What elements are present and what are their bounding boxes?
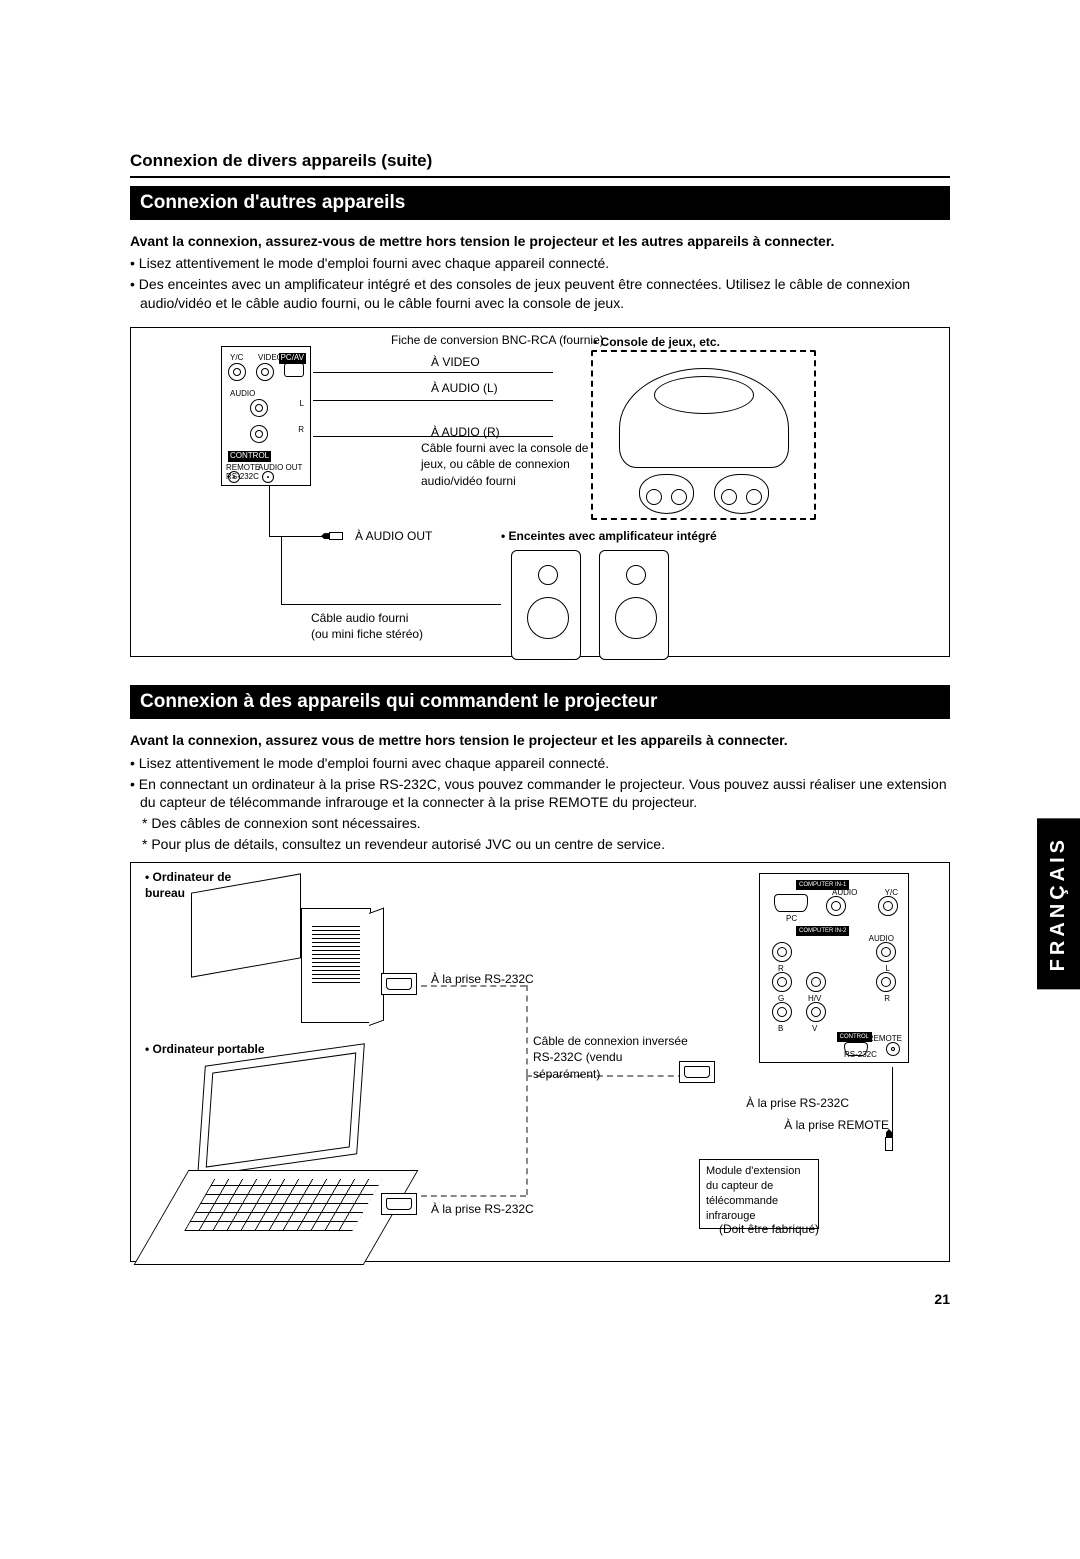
speakers-label: • Enceintes avec amplificateur intégré <box>501 528 717 544</box>
label-to-audio-r: À AUDIO (R) <box>431 424 500 440</box>
port-label: CONTROL <box>837 1032 872 1042</box>
dsub-connector-icon <box>381 1193 417 1215</box>
dsub-connector-icon <box>381 973 417 995</box>
rs232c-label: À la prise RS-232C <box>431 1201 534 1217</box>
diagram-control-devices: • Ordinateur de bureau À la prise RS-232… <box>130 862 950 1262</box>
projector-panel: Y/C VIDEO PC/AV AUDIO L R CONTROL REMOTE… <box>221 346 311 486</box>
cable-note: Câble fourni avec la console de jeux, ou… <box>421 440 601 489</box>
port-icon <box>806 972 826 992</box>
page: Connexion de divers appareils (suite) Co… <box>130 150 950 1309</box>
cable-line <box>281 536 282 604</box>
label-to-video: À VIDEO <box>431 354 480 370</box>
audio-cable-note: Câble audio fourni (ou mini fiche stéréo… <box>311 610 423 642</box>
dsub-connector-icon <box>679 1061 715 1083</box>
port-icon <box>876 942 896 962</box>
port-icon <box>250 399 268 417</box>
cable-dashed <box>421 1195 526 1197</box>
port-label: PC <box>786 914 797 925</box>
port-icon <box>284 363 304 377</box>
page-subtitle: Connexion de divers appareils (suite) <box>130 150 950 178</box>
cable-line <box>313 372 553 373</box>
port-icon <box>772 942 792 962</box>
cable-line <box>269 486 270 536</box>
speakers <box>511 550 669 660</box>
page-number: 21 <box>130 1290 950 1309</box>
port-icon <box>228 363 246 381</box>
console-label: • Console de jeux, etc. <box>593 334 720 350</box>
desktop-computer-icon <box>171 883 381 1033</box>
jack-plug-icon <box>885 1129 893 1157</box>
bullet: En connectant un ordinateur à la prise R… <box>130 775 950 813</box>
speaker-icon <box>511 550 581 660</box>
bullet: Lisez attentivement le mode d'emploi fou… <box>130 254 950 273</box>
port-icon <box>250 425 268 443</box>
diagram-other-devices: Y/C VIDEO PC/AV AUDIO L R CONTROL REMOTE… <box>130 327 950 657</box>
language-tab: FRANÇAIS <box>1037 818 1080 989</box>
section1-header: Connexion d'autres appareils <box>130 186 950 220</box>
port-label: V <box>812 1024 817 1035</box>
port-label: R <box>298 425 304 436</box>
remote-at-panel: À la prise REMOTE <box>784 1117 889 1133</box>
label-to-audio-out: À AUDIO OUT <box>355 528 432 544</box>
ir-note: (Doit être fabriqué) <box>719 1221 819 1237</box>
section1-lead: Avant la connexion, assurez-vous de mett… <box>130 232 950 251</box>
star-note: * Pour plus de détails, consultez un rev… <box>130 835 950 854</box>
text: Module d'extension du capteur de télécom… <box>706 1165 800 1222</box>
port-label: CONTROL <box>228 451 271 462</box>
port-icon <box>772 1002 792 1022</box>
port-label: R <box>884 994 890 1005</box>
dsub-port-icon <box>774 894 808 912</box>
cable-dashed <box>526 1075 528 1195</box>
label-bnc-rca: Fiche de conversion BNC-RCA (fournie) <box>391 332 604 348</box>
ir-module-box: Module d'extension du capteur de télécom… <box>699 1159 819 1228</box>
section2-lead: Avant la connexion, assurez vous de mett… <box>130 731 950 750</box>
text: Câble audio fourni <box>311 610 423 626</box>
bullet: Lisez attentivement le mode d'emploi fou… <box>130 754 950 773</box>
rs232c-at-panel: À la prise RS-232C <box>746 1095 849 1111</box>
gamepad-icon <box>639 474 694 514</box>
port-label: COMPUTER IN-2 <box>796 926 849 936</box>
jack-plug-icon <box>321 532 349 540</box>
section1-bullets: Lisez attentivement le mode d'emploi fou… <box>130 254 950 313</box>
cable-dashed <box>421 985 526 987</box>
text: (ou mini fiche stéréo) <box>311 626 423 642</box>
bullet: Des enceintes avec un amplificateur inté… <box>130 275 950 313</box>
speaker-icon <box>599 550 669 660</box>
port-label: L <box>300 399 304 410</box>
port-icon <box>806 1002 826 1022</box>
cable-line <box>313 436 553 437</box>
game-console-icon <box>619 368 789 468</box>
port-icon <box>256 363 274 381</box>
port-icon <box>878 896 898 916</box>
port-label: REMOTE <box>868 1034 902 1045</box>
port-icon <box>826 896 846 916</box>
cable-dashed <box>526 985 528 1075</box>
port-label: RS-232C <box>226 472 259 483</box>
laptop-icon <box>161 1055 421 1265</box>
projector-rear-panel: COMPUTER IN-1 PC AUDIO Y/C COMPUTER IN-2… <box>759 873 909 1063</box>
port-label: RS-232C <box>844 1050 877 1061</box>
port-icon <box>262 471 274 483</box>
console-box <box>591 350 816 520</box>
port-icon <box>876 972 896 992</box>
cable-rs232c-note: Câble de connexion inversée RS-232C (ven… <box>533 1033 693 1082</box>
port-icon <box>772 972 792 992</box>
star-note: * Des câbles de connexion sont nécessair… <box>130 814 950 833</box>
section2-header: Connexion à des appareils qui commandent… <box>130 685 950 719</box>
port-label: B <box>778 1024 783 1035</box>
cable-line <box>281 604 501 605</box>
label-to-audio-l: À AUDIO (L) <box>431 380 498 396</box>
gamepad-icon <box>714 474 769 514</box>
cable-line <box>313 400 553 401</box>
port-label: AUDIO <box>230 389 255 400</box>
section2-bullets: Lisez attentivement le mode d'emploi fou… <box>130 754 950 813</box>
